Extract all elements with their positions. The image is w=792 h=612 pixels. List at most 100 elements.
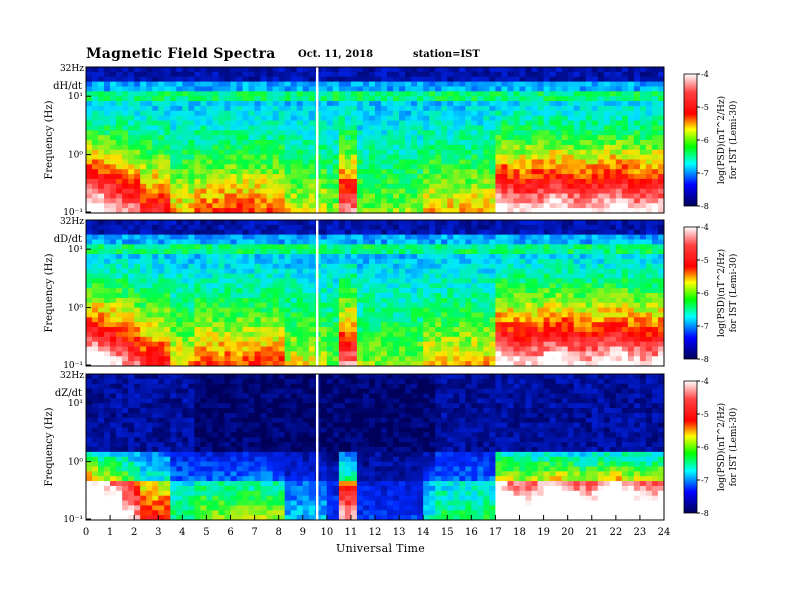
- spectrogram-cell: [405, 174, 412, 180]
- spectrogram-cell: [381, 322, 388, 328]
- spectrogram-cell: [615, 120, 623, 126]
- spectrogram-cell: [272, 268, 280, 274]
- spectrogram-cell: [176, 351, 183, 357]
- spectrogram-cell: [447, 249, 454, 255]
- spectrogram-cell: [621, 169, 629, 175]
- spectrogram-cell: [471, 149, 478, 155]
- spectrogram-cell: [242, 288, 249, 294]
- spectrogram-cell: [266, 224, 274, 231]
- spectrogram-cell: [332, 203, 340, 209]
- spectrogram-cell: [308, 130, 316, 136]
- spectrogram-cell: [86, 220, 93, 226]
- spectrogram-cell: [224, 169, 231, 175]
- spectrogram-cell: [603, 198, 611, 204]
- spectrogram-cell: [206, 96, 213, 102]
- spectrogram-cell: [158, 120, 165, 126]
- spectrogram-cell: [146, 341, 153, 347]
- spectrogram-cell: [567, 169, 575, 175]
- spectrogram-cell: [597, 149, 605, 155]
- spectrogram-cell: [615, 67, 623, 73]
- spectrogram-cell: [266, 130, 274, 136]
- spectrogram-cell: [128, 234, 135, 240]
- spectrogram-cell: [296, 76, 304, 82]
- spectrogram-cell: [657, 174, 665, 180]
- spectrogram-cell: [399, 169, 406, 175]
- spectrogram-cell: [513, 71, 520, 78]
- spectrogram-cell: [152, 130, 159, 136]
- spectrogram-cell: [411, 317, 418, 323]
- spectrogram-cell: [332, 224, 340, 231]
- spectrogram-cell: [368, 183, 376, 190]
- spectrogram-cell: [555, 198, 563, 204]
- spectrogram-cell: [423, 283, 430, 289]
- spectrogram-cell: [615, 81, 623, 87]
- spectrogram-cell: [320, 76, 328, 82]
- spectrogram-cell: [236, 149, 243, 155]
- spectrogram-cell: [236, 239, 243, 245]
- panel-dDdt: [85, 219, 665, 367]
- spectrogram-cell: [483, 356, 490, 362]
- spectrogram-cell: [381, 91, 388, 97]
- spectrogram-cell: [116, 234, 123, 240]
- spectrogram-cell: [158, 317, 165, 323]
- spectrogram-cell: [375, 293, 382, 299]
- spectrogram-cell: [242, 278, 249, 284]
- spectrogram-cell: [621, 96, 629, 102]
- spectrogram-cell: [110, 322, 117, 328]
- spectrogram-cell: [92, 336, 99, 343]
- spectrogram-cell: [501, 224, 508, 231]
- spectrogram-cell: [284, 67, 292, 73]
- spectrogram-cell: [320, 254, 328, 260]
- spectrogram-cell: [260, 346, 268, 352]
- spectrogram-cell: [92, 159, 99, 165]
- spectrogram-cell: [182, 120, 189, 126]
- spectrogram-cell: [441, 239, 448, 245]
- spectrogram-cell: [417, 224, 424, 231]
- spectrogram-cell: [561, 81, 569, 87]
- spectrogram-cell: [296, 71, 304, 78]
- spectrogram-cell: [429, 278, 436, 284]
- spectrogram-cell: [284, 208, 292, 214]
- spectrogram-cell: [122, 307, 129, 313]
- spectrogram-cell: [411, 293, 418, 299]
- spectrogram-cell: [651, 115, 659, 121]
- spectrogram-cell: [308, 183, 316, 190]
- spectrogram-cell: [429, 91, 436, 97]
- spectrogram-cell: [296, 183, 304, 190]
- spectrogram-cell: [381, 268, 388, 274]
- spectrogram-cell: [338, 220, 346, 226]
- spectrogram-cell: [399, 125, 406, 131]
- spectrogram-cell: [320, 125, 328, 131]
- spectrogram-cell: [405, 76, 412, 82]
- spectrogram-cell: [501, 198, 508, 204]
- spectrogram-cell: [453, 258, 460, 265]
- spectrogram-cell: [405, 86, 412, 92]
- spectrogram-cell: [266, 327, 274, 333]
- spectrogram-cell: [411, 164, 418, 170]
- spectrogram-cell: [597, 164, 605, 170]
- spectrogram-cell: [326, 159, 334, 165]
- spectrogram-cell: [254, 115, 261, 121]
- spectrogram-cell: [290, 125, 298, 131]
- spectrogram-cell: [200, 273, 207, 279]
- spectrogram-cell: [86, 244, 93, 250]
- spectrogram-cell: [194, 144, 201, 151]
- spectrogram-cell: [356, 327, 364, 333]
- spectrogram-cell: [477, 322, 484, 328]
- spectrogram-cell: [272, 67, 280, 73]
- spectrogram-cell: [513, 203, 520, 209]
- spectrogram-cell: [459, 341, 466, 347]
- spectrogram-cell: [621, 105, 629, 112]
- spectrogram-cell: [260, 273, 268, 279]
- spectrogram-cell: [615, 76, 623, 82]
- spectrogram-cell: [531, 149, 538, 155]
- spectrogram-cell: [417, 183, 424, 190]
- spectrogram-cell: [302, 130, 310, 136]
- spectrogram-cell: [128, 268, 135, 274]
- spectrogram-cell: [573, 81, 581, 87]
- spectrogram-cell: [182, 135, 189, 141]
- spectrogram-cell: [435, 341, 442, 347]
- spectrogram-cell: [483, 110, 490, 117]
- spectrogram-cell: [308, 268, 316, 274]
- spectrogram-cell: [200, 198, 207, 204]
